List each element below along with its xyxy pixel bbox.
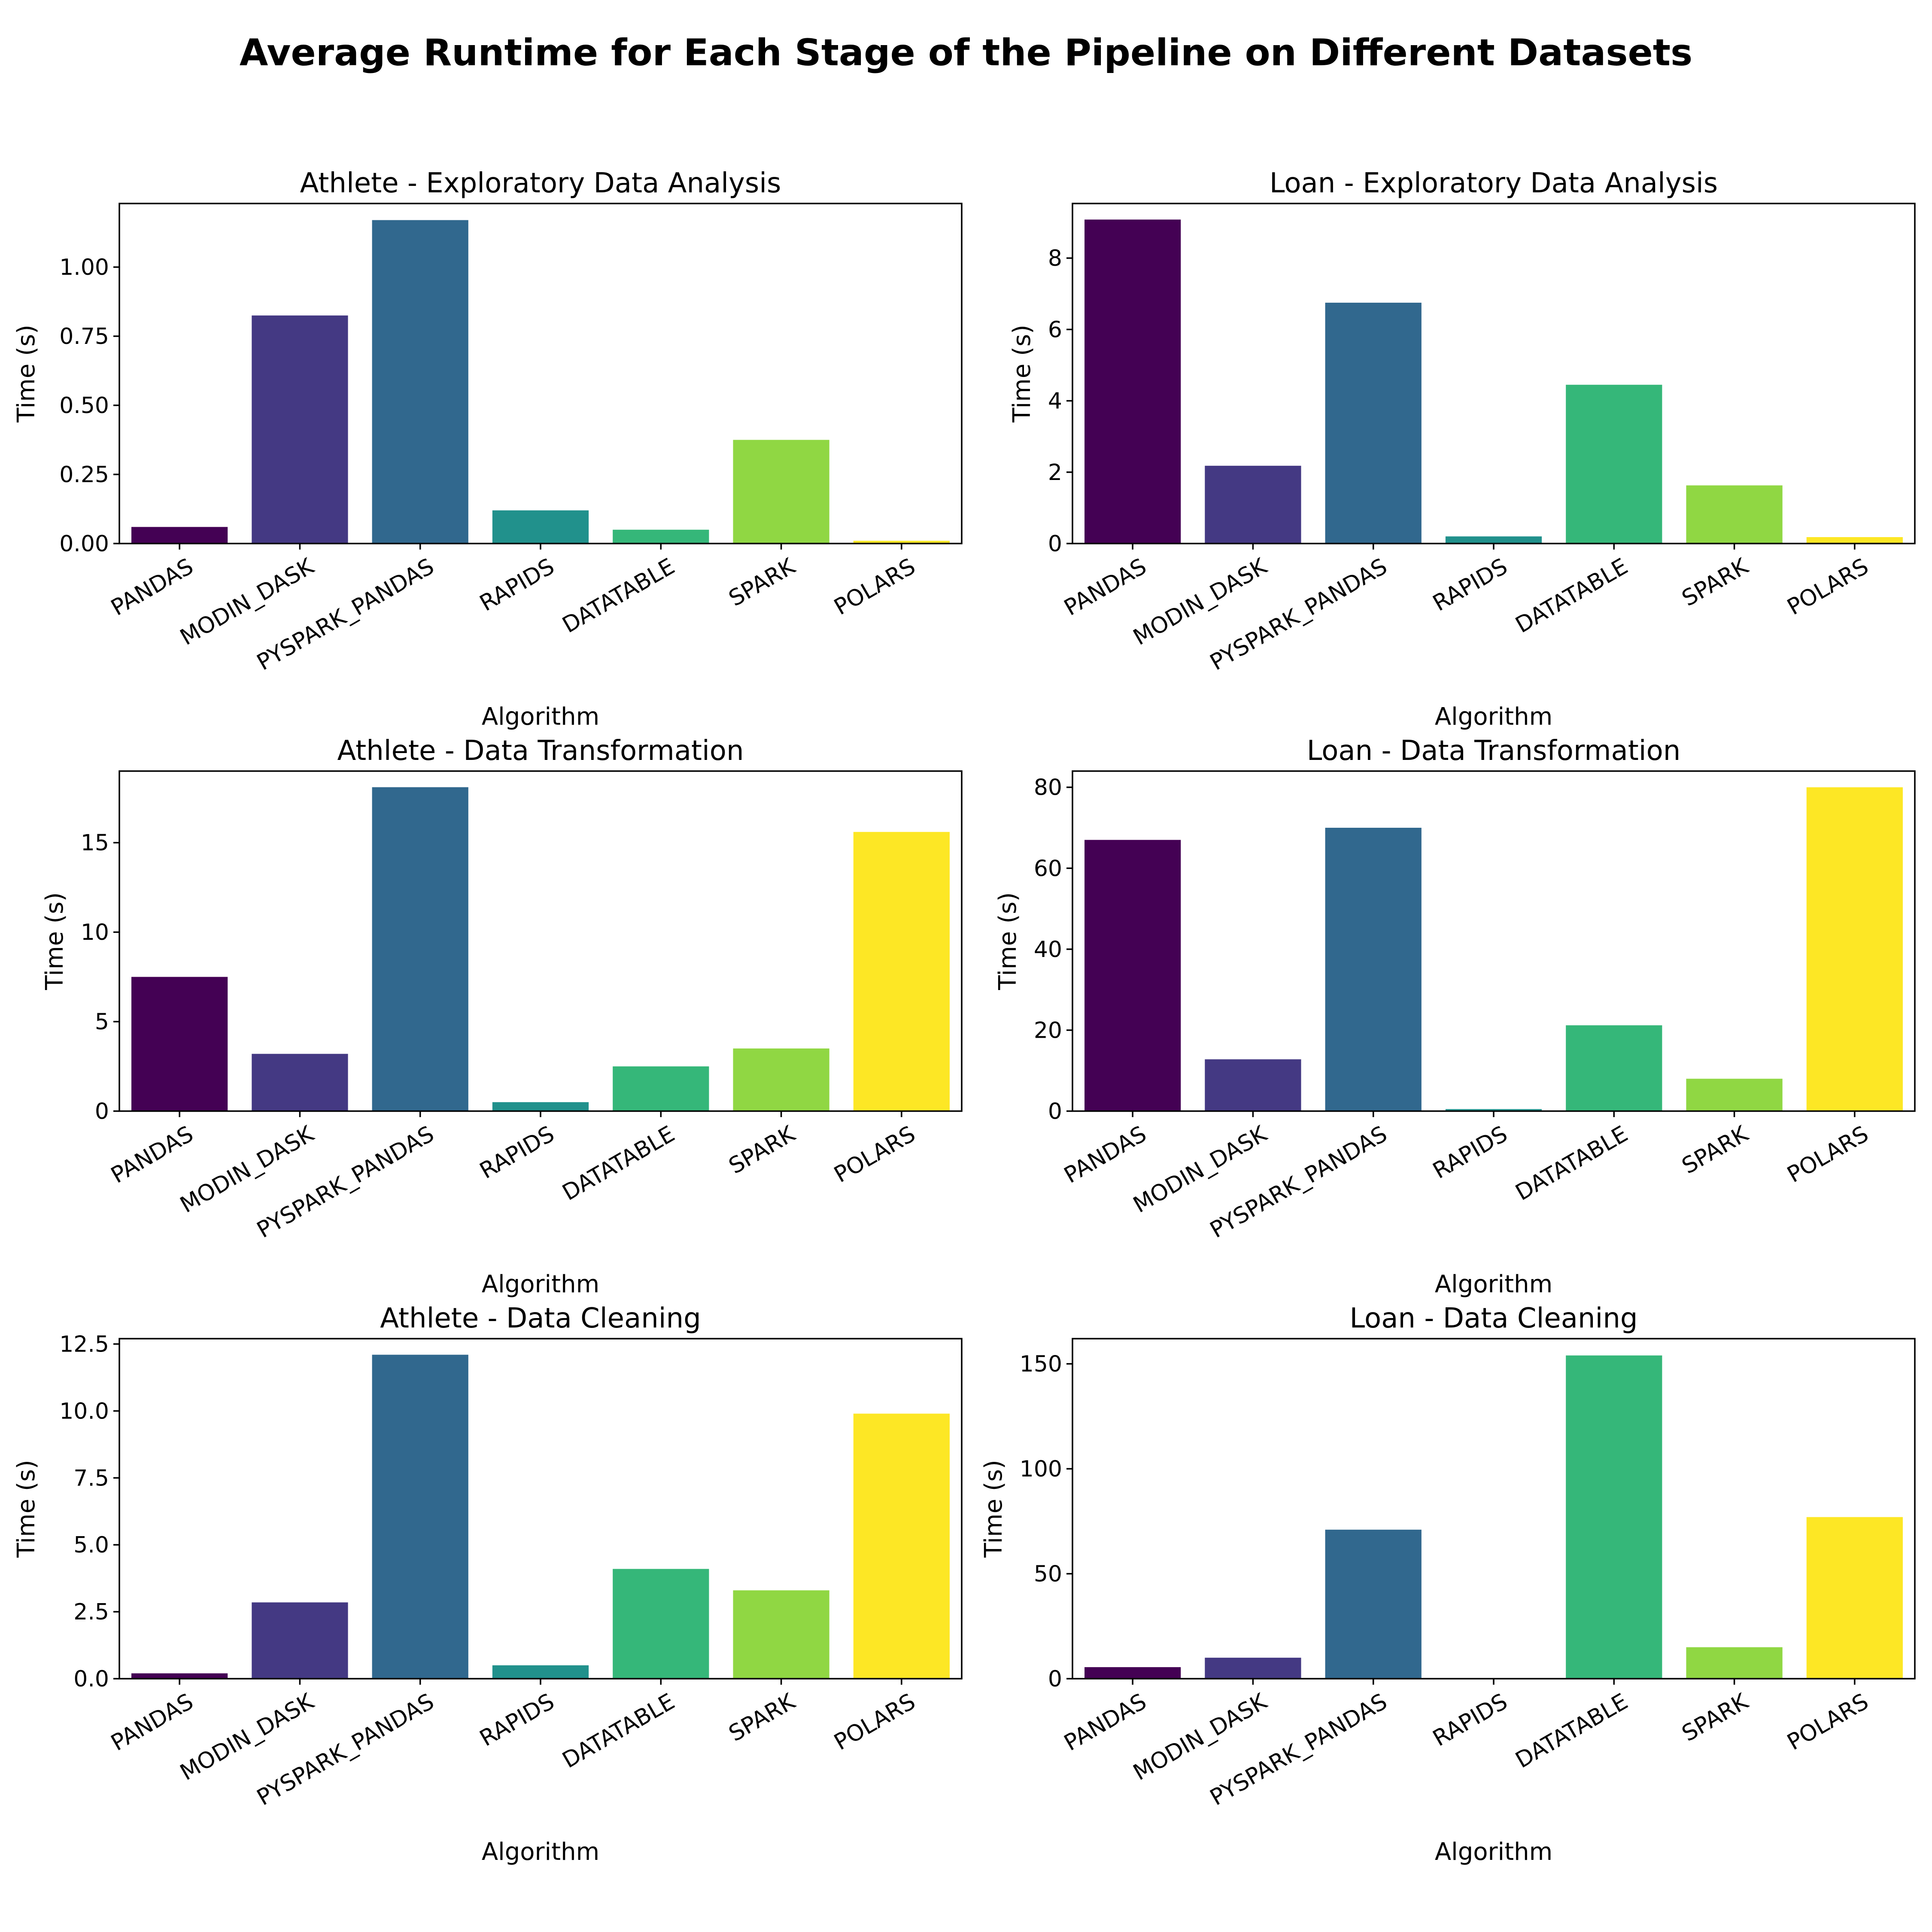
y-tick-label: 0.00: [59, 531, 109, 557]
bar-pandas: [1084, 219, 1181, 544]
bar-pyspark-pandas: [372, 220, 468, 544]
bar-pyspark-pandas: [1325, 1529, 1422, 1679]
y-axis-label: Time (s): [12, 325, 40, 423]
bar-polars: [1806, 1517, 1903, 1679]
bar-pyspark-pandas: [372, 787, 468, 1111]
bar-modin-dask: [252, 315, 348, 544]
y-tick-label: 0.75: [59, 324, 109, 349]
bar-datatable: [1566, 385, 1662, 544]
y-tick-label: 12.5: [59, 1331, 109, 1357]
y-axis-label: Time (s): [1008, 325, 1036, 423]
bar-pandas: [131, 527, 228, 544]
bar-datatable: [613, 1066, 709, 1111]
bar-spark: [1686, 1647, 1783, 1679]
bar-pyspark-pandas: [372, 1355, 468, 1679]
bar-polars: [853, 1413, 950, 1679]
bar-datatable: [1566, 1025, 1662, 1111]
y-tick-label: 10: [81, 920, 109, 945]
y-tick-label: 40: [1034, 937, 1062, 963]
bar-modin-dask: [252, 1054, 348, 1111]
y-tick-label: 0.50: [59, 393, 109, 419]
x-axis-label: Algorithm: [482, 1270, 599, 1298]
bar-datatable: [1566, 1355, 1662, 1679]
bar-rapids: [492, 510, 589, 544]
subplot-title: Athlete - Data Cleaning: [380, 1303, 701, 1334]
y-axis-label: Time (s): [994, 892, 1022, 990]
y-tick-label: 150: [1020, 1352, 1062, 1377]
y-tick-label: 50: [1034, 1561, 1062, 1587]
bar-modin-dask: [1205, 1059, 1301, 1111]
y-tick-label: 0: [1048, 1099, 1062, 1124]
y-tick-label: 80: [1034, 775, 1062, 801]
bar-datatable: [613, 529, 709, 544]
y-tick-label: 0: [1048, 531, 1062, 557]
bar-pyspark-pandas: [1325, 303, 1422, 544]
x-axis-label: Algorithm: [482, 703, 599, 731]
bar-polars: [853, 541, 950, 544]
bar-modin-dask: [252, 1602, 348, 1679]
x-axis-label: Algorithm: [1435, 703, 1552, 731]
x-axis-label: Algorithm: [482, 1838, 599, 1866]
y-tick-label: 6: [1048, 317, 1062, 343]
y-tick-label: 8: [1048, 246, 1062, 271]
y-axis-label: Time (s): [980, 1460, 1008, 1558]
y-tick-label: 60: [1034, 856, 1062, 881]
bar-spark: [733, 1048, 829, 1111]
figure-title: Average Runtime for Each Stage of the Pi…: [240, 31, 1692, 74]
bar-datatable: [613, 1569, 709, 1679]
bar-pyspark-pandas: [1325, 828, 1422, 1111]
y-tick-label: 0: [1048, 1666, 1062, 1692]
y-tick-label: 10.0: [59, 1398, 109, 1424]
y-tick-label: 4: [1048, 389, 1062, 414]
bar-rapids: [1445, 1109, 1542, 1111]
bar-pandas: [1084, 840, 1181, 1111]
subplot-title: Loan - Data Transformation: [1307, 735, 1681, 767]
y-tick-label: 2: [1048, 460, 1062, 486]
bar-spark: [733, 1590, 829, 1679]
y-tick-label: 5: [95, 1009, 109, 1035]
bar-modin-dask: [1205, 465, 1301, 544]
y-tick-label: 0.25: [59, 462, 109, 488]
bar-pandas: [131, 1673, 228, 1679]
y-axis-label: Time (s): [12, 1460, 40, 1558]
bar-pandas: [131, 977, 228, 1111]
y-tick-label: 5.0: [73, 1532, 109, 1558]
subplot-title: Athlete - Exploratory Data Analysis: [300, 167, 781, 199]
bar-polars: [1806, 537, 1903, 544]
bar-rapids: [1445, 536, 1542, 544]
bar-modin-dask: [1205, 1658, 1301, 1679]
y-tick-label: 0: [95, 1099, 109, 1124]
x-axis-label: Algorithm: [1435, 1270, 1552, 1298]
y-tick-label: 20: [1034, 1018, 1062, 1043]
y-tick-label: 2.5: [73, 1599, 109, 1625]
bar-rapids: [492, 1102, 589, 1111]
bar-spark: [733, 440, 829, 544]
bar-polars: [1806, 787, 1903, 1111]
bar-spark: [1686, 485, 1783, 544]
subplot-title: Athlete - Data Transformation: [337, 735, 744, 767]
x-axis-label: Algorithm: [1435, 1838, 1552, 1866]
y-tick-label: 7.5: [73, 1465, 109, 1491]
bar-pandas: [1084, 1667, 1181, 1679]
y-axis-label: Time (s): [41, 892, 69, 990]
bar-rapids: [492, 1665, 589, 1679]
y-tick-label: 15: [81, 830, 109, 856]
y-tick-label: 1.00: [59, 255, 109, 280]
subplot-title: Loan - Data Cleaning: [1350, 1303, 1638, 1334]
bar-spark: [1686, 1078, 1783, 1111]
y-tick-label: 0.0: [73, 1666, 109, 1692]
bar-polars: [853, 832, 950, 1111]
y-tick-label: 100: [1020, 1456, 1062, 1482]
subplot-title: Loan - Exploratory Data Analysis: [1270, 167, 1718, 199]
